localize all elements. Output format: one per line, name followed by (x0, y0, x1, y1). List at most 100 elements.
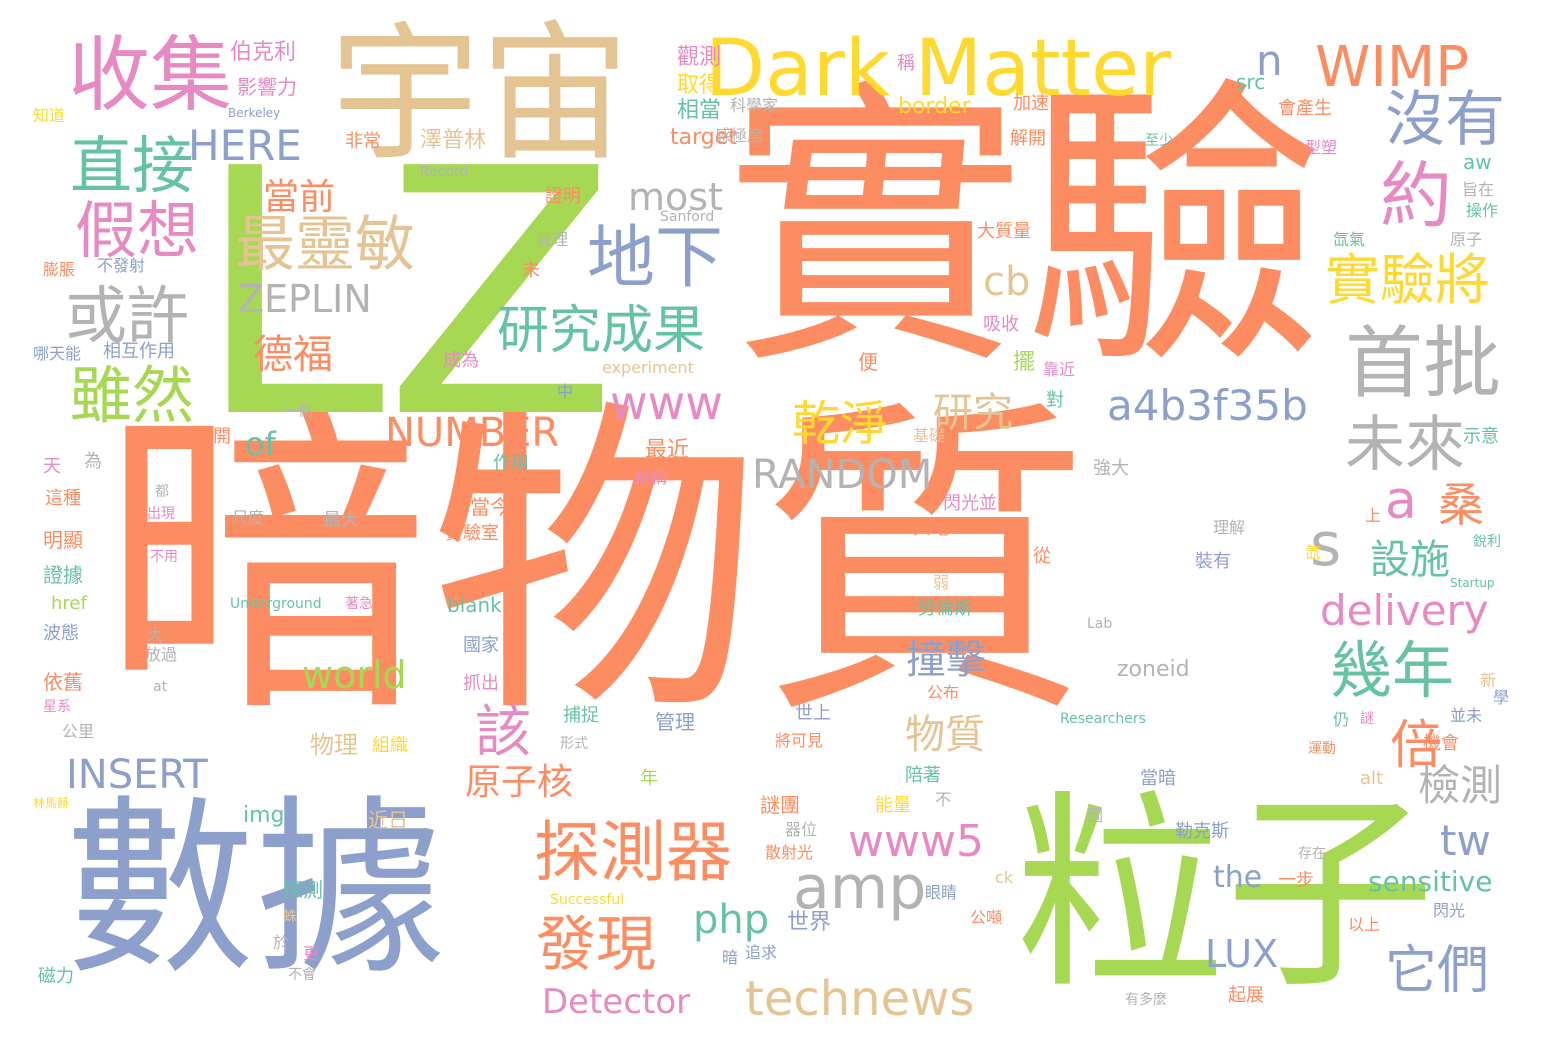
word-let-go: 放過 (145, 645, 178, 664)
word-matter: 物質 (905, 712, 985, 758)
word-at: at (153, 679, 168, 695)
word-experiment-en: experiment (602, 358, 694, 377)
word-sang: 桑 (1438, 478, 1484, 532)
word-correct: 對 (1046, 390, 1064, 411)
word-defu: 德福 (253, 332, 333, 378)
word-no-need: 不用 (150, 549, 178, 565)
word-largest: 最大 (323, 510, 359, 531)
word-capture: 捕捉 (563, 705, 599, 726)
word-place: 擺 (1013, 350, 1036, 375)
word-galaxy: 星系 (43, 699, 71, 715)
word-observe: 觀測 (677, 45, 722, 70)
word-detect-small: 探測 (283, 878, 323, 902)
word-at-least: 至少 (1145, 133, 1173, 149)
word-facility: 設施 (1370, 537, 1450, 583)
word-understand: 理解 (1213, 518, 1246, 537)
word-zeplin-cn: 澤普林 (420, 128, 487, 153)
word-today: 當今 (470, 495, 510, 519)
word-not: 不 (935, 790, 952, 809)
word-ck: ck (995, 868, 1014, 887)
word-will-produce: 會產生 (1278, 98, 1332, 119)
word-xenon: 氙 (1305, 543, 1322, 562)
word-direct: 直接 (70, 129, 195, 202)
word-diagram: 示意 (1463, 426, 1499, 447)
word-then: 便 (858, 350, 878, 374)
word-study: 學 (1493, 688, 1510, 707)
word-detector: Detector (542, 982, 691, 1022)
word-experiment: 實驗 (725, 55, 1325, 404)
word-equipped: 裝有 (1195, 551, 1231, 572)
word-riddle: 謎 (1360, 711, 1374, 727)
word-device: 器位 (785, 820, 818, 839)
word-collide: 撞擊 (906, 637, 986, 683)
word-weak: 弱 (933, 573, 950, 592)
word-near: 靠近 (1043, 360, 1076, 379)
word-catch: 抓出 (463, 673, 499, 694)
word-scientist: 科學家 (730, 96, 779, 115)
word-appear: 出現 (147, 506, 175, 522)
word-powerful: 強大 (1093, 458, 1129, 479)
word-atom: 原子 (1450, 230, 1483, 249)
word-alt: alt (1360, 768, 1384, 789)
word-lindhard: 林馬赫 (33, 796, 70, 810)
word-recently: 近日 (368, 808, 408, 832)
word-few-years: 幾年 (1330, 634, 1455, 707)
word-unlock: 解開 (1010, 128, 1046, 149)
word-shape: 型塑 (1305, 138, 1338, 157)
word-insert: INSERT (66, 752, 208, 798)
word-metric-ton: 公噸 (970, 908, 1003, 927)
word-prove: 證明 (545, 186, 581, 207)
word-startup: Startup (1450, 576, 1495, 590)
word-anxious: 著急 (345, 596, 373, 612)
word-a4b3f35b: a4b3f35b (1107, 381, 1308, 430)
word-figure: 圖 (1087, 806, 1104, 825)
word-along-with: 陪著 (905, 765, 941, 786)
word-xenon-gas: 氙氣 (1333, 230, 1366, 249)
word-lux: LUX (1205, 932, 1279, 976)
word-random: RANDOM (752, 452, 933, 498)
word-truth: 真理 (536, 230, 569, 249)
word-discover: 發現 (536, 910, 656, 980)
word-tw: tw (1440, 816, 1491, 865)
word-become: 成為 (443, 350, 479, 371)
word-new: 新 (1480, 671, 1497, 690)
word-energy: 能量 (875, 795, 911, 816)
word-sharp: 銳利 (1473, 534, 1501, 550)
word-times: 倍 (1390, 716, 1443, 776)
word-www: www (610, 376, 723, 430)
word-although: 雖然 (70, 359, 195, 432)
word-at-in: 於 (273, 933, 290, 952)
word-dark-matter-en: Dark Matter (705, 24, 1172, 114)
word-research: 研究 (933, 390, 1013, 436)
word-evidence: 證據 (43, 563, 83, 587)
word-very: 非常 (345, 131, 381, 152)
word-eyes: 眼睛 (925, 883, 958, 902)
word-all: 都 (155, 484, 169, 500)
word-not-yet: 未 (522, 260, 540, 281)
word-none: 沒有 (1385, 85, 1505, 155)
word-scattered-light: 散射光 (765, 843, 814, 862)
word-most-sensitive: 最靈敏 (235, 210, 415, 280)
word-most: most (628, 175, 723, 219)
word-effect: 作用 (493, 453, 529, 474)
word-aim: 旨在 (1462, 180, 1495, 199)
word-influence: 影響力 (237, 75, 297, 99)
word-zoneid: zoneid (1117, 657, 1190, 682)
word-middle: 中 (557, 382, 574, 401)
word-called: 稱 (897, 53, 915, 74)
word-underground-en: Underground (230, 596, 322, 612)
word-technews: technews (745, 971, 975, 1027)
word-berkeley-cn: 伯克利 (230, 40, 297, 65)
word-sensitive: sensitive (1368, 865, 1493, 898)
word-world-cn: 世界 (787, 910, 832, 935)
word-researchers: Researchers (1060, 711, 1146, 727)
word-quite: 相當 (677, 98, 722, 123)
word-data: 數據 (65, 779, 446, 1000)
word-dark: 暗 (722, 948, 739, 967)
word-one-step: 一步 (1278, 870, 1314, 891)
word-scale: 尺度 (232, 508, 265, 527)
word-massive: 大質量 (977, 221, 1031, 242)
word-border: border (898, 94, 971, 119)
word-know: 知道 (33, 106, 66, 125)
